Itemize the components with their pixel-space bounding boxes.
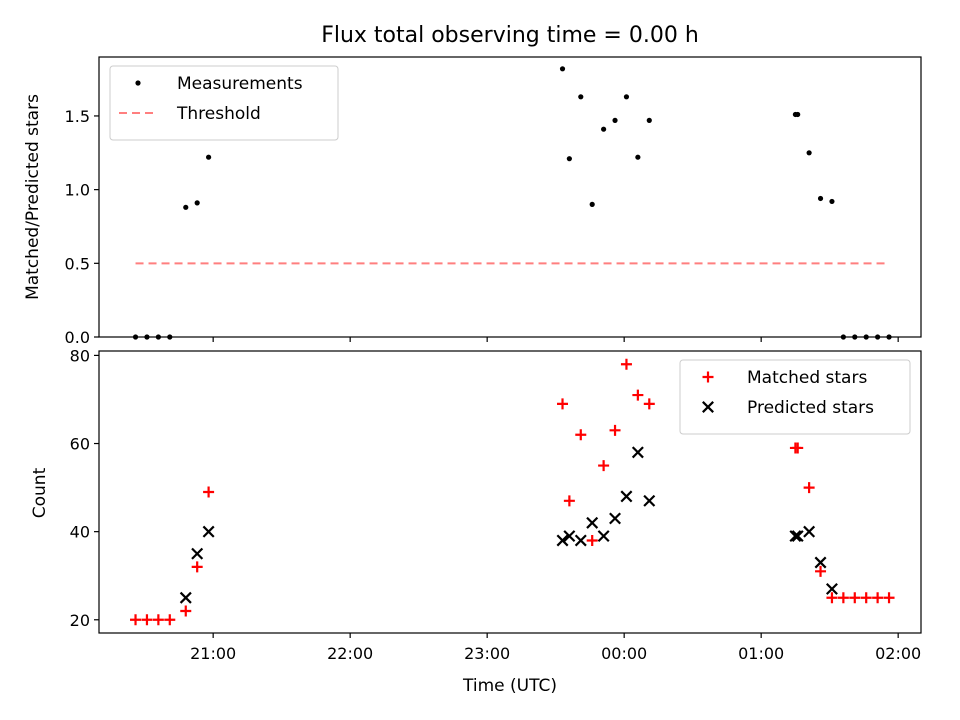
top-data-point <box>829 198 835 205</box>
bottom-data-point <box>556 534 569 547</box>
bottom-data-point <box>803 525 816 538</box>
x-tick-label: 21:00 <box>190 644 236 663</box>
bottom-data-point <box>180 605 192 617</box>
bottom-data-point <box>563 530 576 543</box>
bottom-data-point <box>631 446 644 459</box>
bottom-data-point <box>815 565 827 577</box>
bottom-y-tick-label: 40 <box>70 523 90 542</box>
top-data-point <box>183 204 189 210</box>
bottom-panel: 20 40 60 80 21:00 22:00 23:00 00:00 01:00 02:00 Ma… <box>70 346 922 663</box>
top-legend-label: Measurements <box>177 74 303 94</box>
bottom-data-point <box>849 592 861 604</box>
bottom-legend: Matched stars Predicted stars <box>679 359 911 435</box>
bottom-data-point <box>643 494 656 507</box>
top-data-point <box>806 150 812 156</box>
top-data-point <box>566 156 572 162</box>
x-tick-label: 22:00 <box>327 644 373 663</box>
bottom-y-tick-label: 80 <box>70 346 90 365</box>
bottom-data-point <box>557 398 569 410</box>
top-data-point <box>795 111 801 118</box>
x-tick-label: 23:00 <box>464 644 510 663</box>
top-data-point <box>646 117 652 123</box>
top-legend: Measurements Threshold <box>109 65 339 141</box>
x-tick-label: 00:00 <box>601 644 647 663</box>
bottom-y-tick-label: 60 <box>70 435 90 454</box>
bottom-data-point <box>164 614 176 626</box>
bottom-data-point <box>883 592 895 604</box>
bottom-data-point <box>574 534 587 547</box>
top-data-point <box>623 94 630 100</box>
bottom-data-point <box>152 614 164 626</box>
top-data-point <box>194 200 200 206</box>
bottom-data-point <box>130 614 142 626</box>
bottom-data-point <box>792 442 804 454</box>
bottom-data-point <box>191 547 204 560</box>
top-plot-frame <box>98 56 922 338</box>
bottom-data-point <box>598 460 610 472</box>
top-legend-box <box>109 65 339 141</box>
bottom-data-point <box>575 429 587 441</box>
top-data-point <box>635 154 641 160</box>
bottom-data-point <box>837 592 849 604</box>
bottom-series-2 <box>179 446 838 604</box>
bottom-data-point <box>620 490 633 503</box>
top-data-point <box>206 154 212 160</box>
chart-title: Flux total observing time = 0.00 h <box>321 23 699 48</box>
bottom-legend-swatch <box>702 371 714 383</box>
top-panel: 0.0 0.5 1.0 1.5 Measurements Threshold <box>65 56 922 347</box>
top-y-axis-label: Matched/Predicted stars <box>23 94 43 300</box>
top-y-tick-label: 0.5 <box>65 254 90 273</box>
bottom-data-point <box>179 591 192 604</box>
bottom-data-point <box>872 592 884 604</box>
x-axis-label: Time (UTC) <box>462 676 557 696</box>
top-data-point <box>612 117 618 123</box>
bottom-data-point <box>814 556 827 569</box>
top-data-point <box>559 66 566 72</box>
top-y-tick-label: 1.0 <box>65 181 90 200</box>
top-data-point <box>601 126 607 132</box>
bottom-legend-swatch <box>702 401 714 413</box>
top-data-point <box>578 94 584 100</box>
bottom-legend-label: Predicted stars <box>747 398 874 418</box>
bottom-data-point <box>586 534 598 546</box>
bottom-data-point <box>632 389 644 401</box>
bottom-data-point <box>620 358 632 370</box>
bottom-data-point <box>803 482 815 494</box>
bottom-data-point <box>789 530 802 543</box>
bottom-data-point <box>791 530 804 543</box>
bottom-data-point <box>141 614 153 626</box>
bottom-data-point <box>825 582 838 595</box>
bottom-data-point <box>202 525 215 538</box>
top-y-tick-label: 0.0 <box>65 328 90 347</box>
bottom-y-tick-label: 20 <box>70 611 90 630</box>
top-data-point <box>817 195 824 202</box>
bottom-series-1 <box>130 358 895 626</box>
bottom-data-point <box>860 592 872 604</box>
bottom-data-point <box>203 486 215 498</box>
bottom-data-point <box>597 530 610 543</box>
bottom-data-point <box>586 516 599 529</box>
bottom-data-point <box>191 561 203 573</box>
x-tick-label: 02:00 <box>875 644 921 663</box>
bottom-legend-label: Matched stars <box>747 368 867 388</box>
top-data-point <box>589 201 595 207</box>
bottom-data-point <box>826 592 838 604</box>
bottom-data-point <box>609 512 622 525</box>
top-legend-swatch <box>135 80 141 86</box>
bottom-plot-frame <box>98 350 922 634</box>
top-y-tick-label: 1.5 <box>65 107 90 126</box>
bottom-data-point <box>643 398 655 410</box>
top-legend-label: Threshold <box>176 104 261 124</box>
bottom-legend-box <box>679 359 911 435</box>
bottom-data-point <box>609 424 621 436</box>
bottom-data-point <box>563 495 575 507</box>
bottom-y-axis-label: Count <box>30 467 50 518</box>
x-tick-label: 01:00 <box>738 644 784 663</box>
